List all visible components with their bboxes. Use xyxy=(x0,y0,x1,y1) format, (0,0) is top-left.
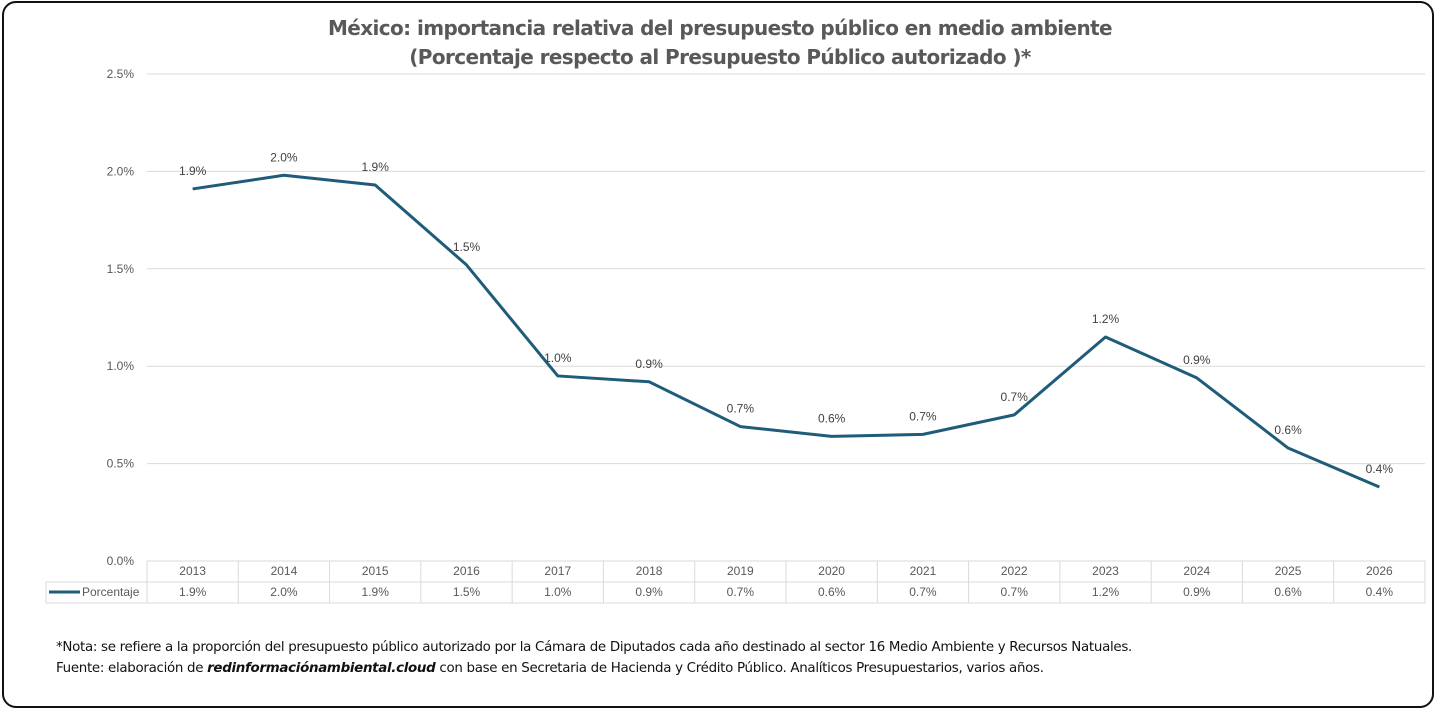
source-site: redinformaciónambiental.cloud xyxy=(207,661,436,676)
x-tick-label: 2016 xyxy=(453,564,480,578)
data-label: 0.7% xyxy=(1001,390,1029,404)
source-text: Fuente: elaboración de redinformaciónamb… xyxy=(56,658,1132,679)
x-tick-label: 2014 xyxy=(271,564,298,578)
chart-subtitle: (Porcentaje respecto al Presupuesto Públ… xyxy=(409,45,1031,69)
x-tick-label: 2020 xyxy=(818,564,845,578)
table-cell-value: 0.9% xyxy=(1183,585,1211,599)
y-tick-label: 0.5% xyxy=(107,457,135,471)
x-tick-label: 2021 xyxy=(910,564,937,578)
x-tick-label: 2022 xyxy=(1001,564,1028,578)
data-label: 1.0% xyxy=(544,351,572,365)
table-cell-value: 0.6% xyxy=(818,585,846,599)
footnotes: *Nota: se refiere a la proporción del pr… xyxy=(56,637,1132,679)
x-tick-label: 2025 xyxy=(1275,564,1302,578)
table-cell-value: 0.6% xyxy=(1274,585,1302,599)
table-cell-value: 1.9% xyxy=(179,585,207,599)
data-label: 0.9% xyxy=(1183,353,1211,367)
x-tick-label: 2019 xyxy=(727,564,754,578)
x-tick-label: 2026 xyxy=(1366,564,1393,578)
y-tick-label: 1.5% xyxy=(107,262,135,276)
data-label: 0.9% xyxy=(635,357,663,371)
y-tick-label: 1.0% xyxy=(107,359,135,373)
data-label: 1.2% xyxy=(1092,312,1120,326)
data-label: 1.9% xyxy=(362,160,390,174)
y-tick-label: 0.0% xyxy=(107,554,135,568)
x-tick-label: 2018 xyxy=(636,564,663,578)
series-line-porcentaje xyxy=(192,173,1380,489)
legend-label: Porcentaje xyxy=(82,585,140,599)
x-tick-label: 2015 xyxy=(362,564,389,578)
data-label: 1.5% xyxy=(453,240,481,254)
note-text: *Nota: se refiere a la proporción del pr… xyxy=(56,640,1132,655)
table-cell-value: 0.9% xyxy=(635,585,663,599)
table-cell-value: 1.0% xyxy=(544,585,572,599)
data-label: 1.9% xyxy=(179,164,207,178)
table-cell-value: 0.4% xyxy=(1366,585,1394,599)
data-label: 2.0% xyxy=(270,150,298,164)
source-prefix: Fuente: elaboración de xyxy=(56,661,208,676)
table-cell-value: 1.9% xyxy=(362,585,390,599)
data-label: 0.6% xyxy=(1274,423,1302,437)
chart-title: México: importancia relativa del presupu… xyxy=(327,16,1113,40)
table-cell-value: 1.2% xyxy=(1092,585,1120,599)
x-tick-label: 2017 xyxy=(544,564,571,578)
x-tick-label: 2013 xyxy=(179,564,206,578)
data-label: 0.7% xyxy=(909,409,937,423)
x-tick-label: 2024 xyxy=(1183,564,1210,578)
source-suffix: con base en Secretaria de Hacienda y Cré… xyxy=(435,661,1044,676)
table-cell-value: 2.0% xyxy=(270,585,298,599)
table-cell-value: 0.7% xyxy=(909,585,937,599)
table-cell-value: 0.7% xyxy=(727,585,755,599)
x-tick-label: 2023 xyxy=(1092,564,1119,578)
y-tick-label: 2.5% xyxy=(107,67,135,81)
data-label: 0.7% xyxy=(727,402,755,416)
table-cell-value: 0.7% xyxy=(1001,585,1029,599)
data-label: 0.6% xyxy=(818,411,846,425)
data-label: 0.4% xyxy=(1366,462,1394,476)
y-tick-label: 2.0% xyxy=(107,164,135,178)
table-cell-value: 1.5% xyxy=(453,585,481,599)
